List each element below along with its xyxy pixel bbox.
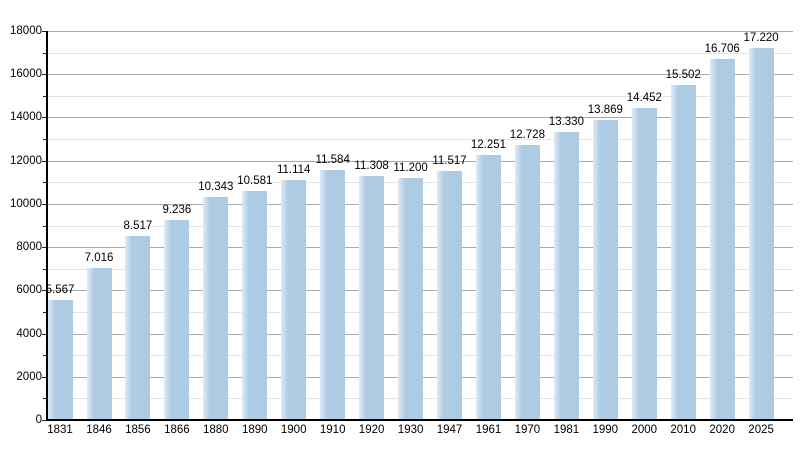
x-axis-tick-label: 1900 xyxy=(280,424,307,436)
x-axis-tick-label: 1920 xyxy=(358,424,385,436)
bar-value-label: 13.869 xyxy=(587,104,623,117)
bar-value-label: 5.567 xyxy=(45,283,75,296)
x-axis-tick-label: 1910 xyxy=(319,424,346,436)
y-axis-tick-minor xyxy=(43,355,47,357)
y-axis-line xyxy=(46,31,48,421)
y-axis-tick-major xyxy=(42,247,47,249)
y-axis-tick-label: 8000 xyxy=(16,241,42,254)
population-bar xyxy=(242,191,268,420)
y-axis-tick-major xyxy=(42,420,47,421)
x-axis-tick-label: 1990 xyxy=(592,424,619,436)
bar-value-label: 11.200 xyxy=(393,162,428,174)
x-axis-line xyxy=(46,419,793,421)
population-bar xyxy=(514,144,540,420)
bar-value-label: 11.114 xyxy=(276,163,311,176)
y-axis-tick-minor xyxy=(43,225,47,227)
y-axis-tick-major xyxy=(42,74,47,76)
y-axis-tick-label: 10000 xyxy=(10,197,42,210)
y-axis-tick-major xyxy=(42,333,47,335)
population-bar xyxy=(320,169,346,420)
x-axis-tick-label: 1961 xyxy=(475,424,502,436)
bar-value-label: 14.452 xyxy=(626,91,662,104)
y-axis-tick-major xyxy=(42,376,47,378)
bar-value-label: 17.220 xyxy=(743,31,779,44)
bar-value-label: 16.706 xyxy=(704,43,740,55)
x-axis-tick-label: 1981 xyxy=(553,424,580,436)
y-axis-tick-label: 2000 xyxy=(16,370,42,383)
x-axis-tick-label: 2020 xyxy=(709,424,735,436)
y-gridline-major xyxy=(48,31,793,32)
bar-value-label: 11.308 xyxy=(354,159,389,172)
population-bar xyxy=(47,299,73,420)
x-axis-tick-label: 1890 xyxy=(242,424,268,436)
y-axis-tick-label: 0 xyxy=(35,414,42,426)
population-bar xyxy=(359,175,385,420)
y-axis-tick-label: 12000 xyxy=(10,154,42,167)
x-axis-tick-label: 1856 xyxy=(125,424,151,436)
population-bar xyxy=(748,47,774,420)
x-axis-tick-label: 1947 xyxy=(436,424,463,436)
population-bar xyxy=(437,171,462,420)
x-axis-tick-label: 2025 xyxy=(748,424,774,436)
bar-value-label: 8.517 xyxy=(123,219,153,232)
bar-value-label: 12.251 xyxy=(470,139,507,152)
population-bar xyxy=(164,220,190,420)
y-gridline-minor xyxy=(48,52,793,54)
population-bar xyxy=(670,85,696,420)
y-axis-tick-minor xyxy=(43,95,47,97)
y-axis-tick-minor xyxy=(43,398,47,400)
x-axis-tick-label: 1970 xyxy=(514,424,541,436)
population-bar xyxy=(592,120,618,420)
population-bar xyxy=(281,179,307,420)
y-axis-tick-label: 14000 xyxy=(10,111,42,124)
y-axis-tick-minor xyxy=(43,182,47,184)
population-bar xyxy=(709,59,735,420)
y-axis-tick-minor xyxy=(43,52,47,54)
y-axis-tick-label: 16000 xyxy=(10,68,42,81)
y-axis-tick-label: 18000 xyxy=(10,25,42,37)
y-axis-tick-major xyxy=(42,203,47,205)
bar-value-label: 11.517 xyxy=(432,155,467,168)
y-axis-tick-major xyxy=(42,160,47,162)
y-axis-tick-label: 6000 xyxy=(16,284,42,297)
bar-value-label: 10.343 xyxy=(198,180,234,193)
population-bar xyxy=(553,131,579,420)
x-axis-tick-label: 1831 xyxy=(47,424,73,436)
bar-value-label: 11.584 xyxy=(315,153,350,166)
bar-value-label: 7.016 xyxy=(84,252,114,265)
y-axis-tick-minor xyxy=(43,139,47,141)
population-bar xyxy=(86,268,112,420)
population-bar xyxy=(476,155,501,420)
x-axis-tick-label: 1930 xyxy=(397,424,424,436)
y-axis-tick-minor xyxy=(43,311,47,313)
y-axis-tick-minor xyxy=(43,268,47,270)
x-axis-tick-label: 1880 xyxy=(203,424,229,436)
bar-value-label: 15.502 xyxy=(665,69,701,81)
population-bar xyxy=(398,178,424,420)
x-axis-tick-label: 2000 xyxy=(631,424,658,436)
x-axis-tick-label: 1866 xyxy=(164,424,190,436)
bar-value-label: 12.728 xyxy=(509,128,545,141)
population-bar xyxy=(125,235,151,420)
y-axis-tick-major xyxy=(42,31,47,32)
bar-value-label: 13.330 xyxy=(548,115,584,128)
population-bar xyxy=(203,196,229,420)
bar-value-label: 10.581 xyxy=(237,175,273,188)
x-axis-tick-label: 1846 xyxy=(86,424,112,436)
x-axis-tick-label: 2010 xyxy=(670,424,696,436)
y-axis-tick-major xyxy=(42,290,47,292)
y-axis-tick-major xyxy=(42,117,47,119)
bar-value-label: 9.236 xyxy=(162,204,192,217)
y-axis-tick-label: 4000 xyxy=(16,327,42,340)
population-bar xyxy=(631,107,657,420)
